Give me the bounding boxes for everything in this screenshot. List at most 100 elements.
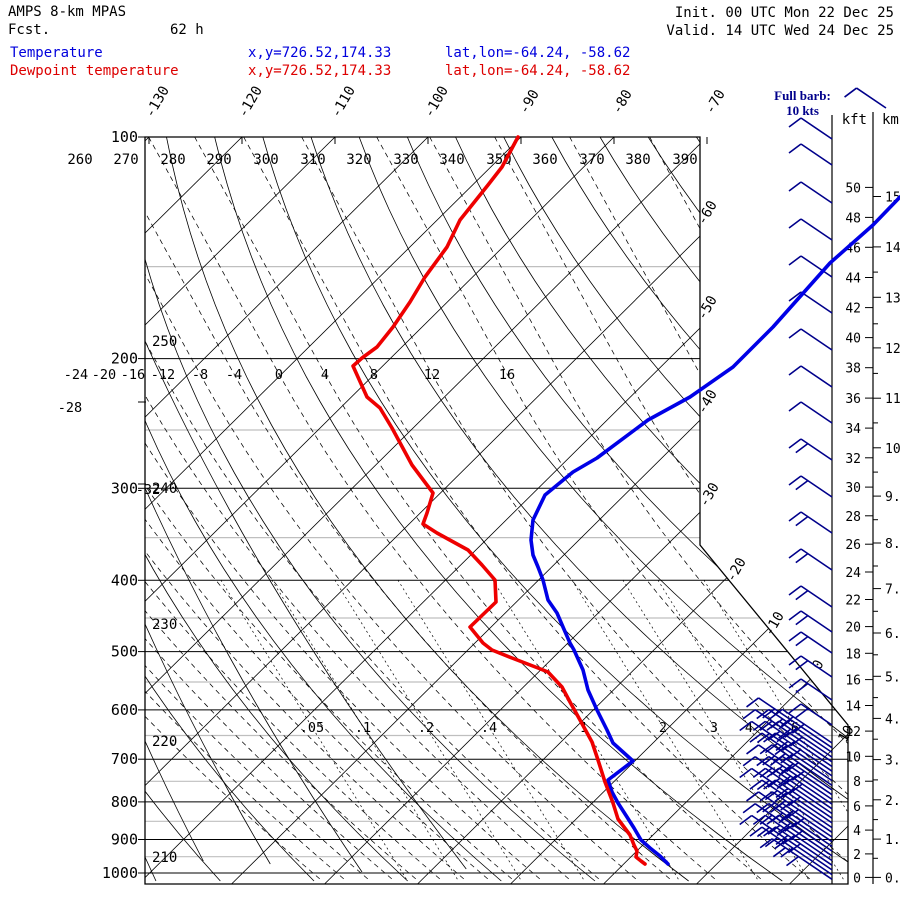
svg-text:-60: -60 <box>694 198 721 228</box>
svg-text:44: 44 <box>845 272 861 287</box>
svg-text:16: 16 <box>499 367 515 383</box>
svg-text:42: 42 <box>845 302 861 317</box>
svg-text:-120: -120 <box>235 83 266 120</box>
svg-text:280: 280 <box>160 152 185 168</box>
svg-text:4: 4 <box>853 824 861 839</box>
svg-text:100: 100 <box>111 128 138 146</box>
init-valid-block: Init. 00 UTC Mon 22 Dec 25 Valid. 14 UTC… <box>666 4 894 40</box>
svg-text:-24: -24 <box>64 367 88 383</box>
svg-text:0.: 0. <box>885 871 900 886</box>
svg-text:10.: 10. <box>885 442 900 457</box>
svg-text:220: 220 <box>152 734 177 750</box>
svg-text:-4: -4 <box>226 367 242 383</box>
pressure-axis: 100 200 300 400 500 600 700 800 900 1000 <box>102 128 145 882</box>
svg-text:22: 22 <box>845 594 861 609</box>
svg-text:310: 310 <box>300 152 325 168</box>
svg-text:-90: -90 <box>516 87 543 117</box>
svg-text:.4: .4 <box>481 720 497 736</box>
svg-text:6: 6 <box>853 800 861 815</box>
svg-text:4.: 4. <box>885 712 900 727</box>
svg-text:400: 400 <box>111 571 138 589</box>
svg-text:.1: .1 <box>355 720 371 736</box>
plot-border <box>144 136 849 885</box>
svg-text:-28: -28 <box>58 400 82 416</box>
svg-text:2.: 2. <box>885 794 900 809</box>
moist-adiabat-labels: -24 -20 -16 -12 -8 -4 0 4 8 12 16 -28 -32 <box>58 367 515 498</box>
svg-text:8: 8 <box>853 775 861 790</box>
legend-dewpoint-latlon: lat,lon=-64.24, -58.62 <box>445 63 631 79</box>
svg-text:330: 330 <box>393 152 418 168</box>
svg-text:-20: -20 <box>92 367 116 383</box>
svg-text:7.: 7. <box>885 583 900 598</box>
svg-text:12: 12 <box>845 725 861 740</box>
svg-text:20: 20 <box>845 621 861 636</box>
svg-text:240: 240 <box>152 481 177 497</box>
svg-text:200: 200 <box>111 350 138 368</box>
svg-text:11.: 11. <box>885 392 900 407</box>
svg-text:50: 50 <box>845 181 861 196</box>
svg-text:380: 380 <box>625 152 650 168</box>
svg-text:320: 320 <box>346 152 371 168</box>
forecast-hour-label: Fcst. <box>8 22 51 38</box>
svg-text:600: 600 <box>111 701 138 719</box>
svg-text:2: 2 <box>853 848 861 863</box>
svg-text:-50: -50 <box>694 293 721 323</box>
svg-text:24: 24 <box>845 566 861 581</box>
full-barb-note: Full barb: 10 kts <box>774 88 831 118</box>
isotherm-labels-top: -130 -120 -110 -100 -90 -80 -70 <box>142 83 729 144</box>
svg-text:500: 500 <box>111 643 138 661</box>
svg-text:700: 700 <box>111 750 138 768</box>
svg-text:4: 4 <box>745 720 753 736</box>
svg-text:30: 30 <box>845 481 861 496</box>
legend-dewpoint-xy: x,y=726.52,174.33 <box>248 63 392 79</box>
svg-text:km: km <box>882 112 899 128</box>
svg-text:230: 230 <box>152 617 177 633</box>
height-axis: kft km02468101214161820222426283032343638… <box>842 112 900 886</box>
svg-text:40: 40 <box>845 332 861 347</box>
svg-text:12: 12 <box>424 367 440 383</box>
valid-time: Valid. 14 UTC Wed 24 Dec 25 <box>666 23 894 39</box>
svg-text:10: 10 <box>835 723 857 746</box>
svg-text:300: 300 <box>253 152 278 168</box>
legend-temperature-label: Temperature <box>10 45 103 61</box>
svg-text:5.: 5. <box>885 670 900 685</box>
legend-temperature-xy: x,y=726.52,174.33 <box>248 45 392 61</box>
svg-text:2: 2 <box>659 720 667 736</box>
wind-barb-column <box>739 87 887 884</box>
svg-text:0: 0 <box>809 657 827 672</box>
svg-text:0: 0 <box>275 367 283 383</box>
svg-text:390: 390 <box>672 152 697 168</box>
svg-text:300: 300 <box>111 479 138 497</box>
svg-text:0: 0 <box>853 871 861 886</box>
forecast-hour-value: 62 h <box>170 22 204 38</box>
svg-text:-100: -100 <box>421 83 452 120</box>
mixing-ratio-labels: .05.1.2.4 1 2 3 4 6 <box>300 720 799 736</box>
svg-text:8.: 8. <box>885 537 900 552</box>
svg-text:10: 10 <box>845 750 861 765</box>
svg-text:-130: -130 <box>142 83 173 120</box>
svg-text:14.: 14. <box>885 241 900 256</box>
svg-text:-32: -32 <box>136 482 160 498</box>
svg-text:-70: -70 <box>702 87 729 117</box>
init-time: Init. 00 UTC Mon 22 Dec 25 <box>674 5 894 21</box>
svg-text:8: 8 <box>370 367 378 383</box>
svg-text:3: 3 <box>710 720 718 736</box>
svg-text:16: 16 <box>845 674 861 689</box>
legend-temperature-latlon: lat,lon=-64.24, -58.62 <box>445 45 631 61</box>
svg-text:18: 18 <box>845 647 861 662</box>
svg-text:13.: 13. <box>885 291 900 306</box>
svg-text:-16: -16 <box>121 367 145 383</box>
svg-text:-80: -80 <box>609 87 636 117</box>
svg-text:12.: 12. <box>885 342 900 357</box>
legend-dewpoint-label: Dewpoint temperature <box>10 63 179 79</box>
svg-text:6.: 6. <box>885 627 900 642</box>
svg-text:210: 210 <box>152 850 177 866</box>
svg-text:48: 48 <box>845 211 861 226</box>
svg-text:250: 250 <box>152 334 177 350</box>
svg-text:kft: kft <box>842 112 867 128</box>
svg-text:260: 260 <box>67 152 92 168</box>
svg-text:28: 28 <box>845 510 861 525</box>
